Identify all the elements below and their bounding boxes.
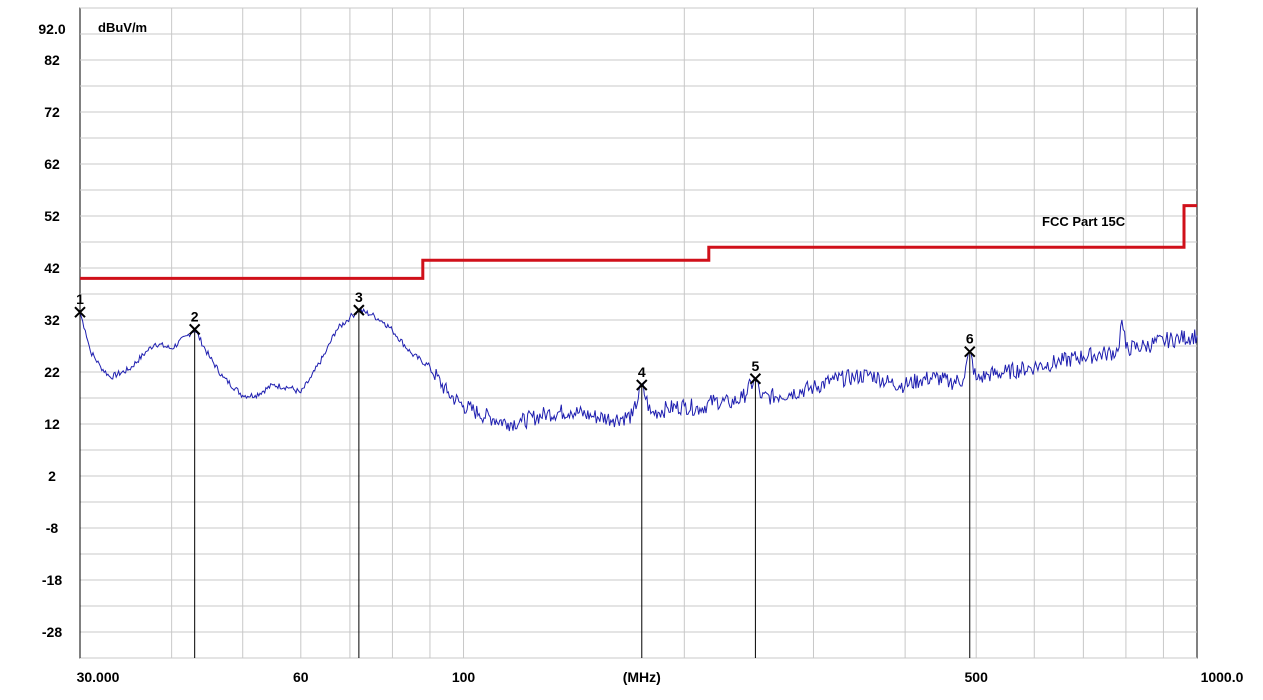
- grid-lines: [80, 7, 1197, 659]
- marker-label: 2: [191, 308, 199, 324]
- x-tick-label: 60: [293, 669, 309, 685]
- y-tick-label: 2: [48, 468, 56, 484]
- x-tick-label: 100: [452, 669, 476, 685]
- marker-label: 4: [638, 364, 646, 380]
- x-tick-label: (MHz): [623, 669, 661, 685]
- y-tick-label: -28: [42, 624, 62, 640]
- markers-group: 1 2 3 4 5 6: [74, 289, 976, 658]
- x-tick-labels: 30.000 60 100 (MHz) 500 1000.0: [77, 669, 1244, 685]
- marker-cross: [353, 304, 365, 316]
- y-tick-label: 32: [44, 312, 60, 328]
- marker-label: 3: [355, 289, 363, 305]
- plot-area: [79, 7, 1198, 659]
- marker-cross: [188, 323, 201, 336]
- marker-cross: [964, 346, 976, 358]
- y-tick-label: 52: [44, 208, 60, 224]
- y-tick-label: 12: [44, 416, 60, 432]
- y-tick-label: 62: [44, 156, 60, 172]
- marker-label: 6: [966, 331, 974, 347]
- y-tick-label: 42: [44, 260, 60, 276]
- y-tick-labels: 92.0 82 72 62 52 42 32 22 12 2 -8 -18 -28: [38, 21, 65, 640]
- limit-line-group: [80, 204, 1197, 280]
- measurement-trace: [79, 308, 1198, 432]
- limit-line: [80, 204, 1197, 280]
- trace-group: [79, 308, 1198, 432]
- marker-cross: [74, 306, 86, 318]
- x-tick-label: 1000.0: [1201, 669, 1244, 685]
- marker-label: 5: [752, 358, 760, 374]
- y-tick-label: 92.0: [38, 21, 65, 37]
- y-tick-label: 22: [44, 364, 60, 380]
- y-tick-label: 72: [44, 104, 60, 120]
- marker-cross: [749, 373, 762, 385]
- x-tick-label: 500: [965, 669, 989, 685]
- limit-label: FCC Part 15C: [1042, 214, 1126, 229]
- y-axis-label: dBuV/m: [98, 20, 147, 35]
- y-tick-label: -18: [42, 572, 62, 588]
- marker-label: 1: [76, 291, 84, 307]
- y-tick-label: -8: [46, 520, 59, 536]
- x-tick-label: 30.000: [77, 669, 120, 685]
- y-tick-label: 82: [44, 52, 60, 68]
- marker-cross: [636, 379, 648, 391]
